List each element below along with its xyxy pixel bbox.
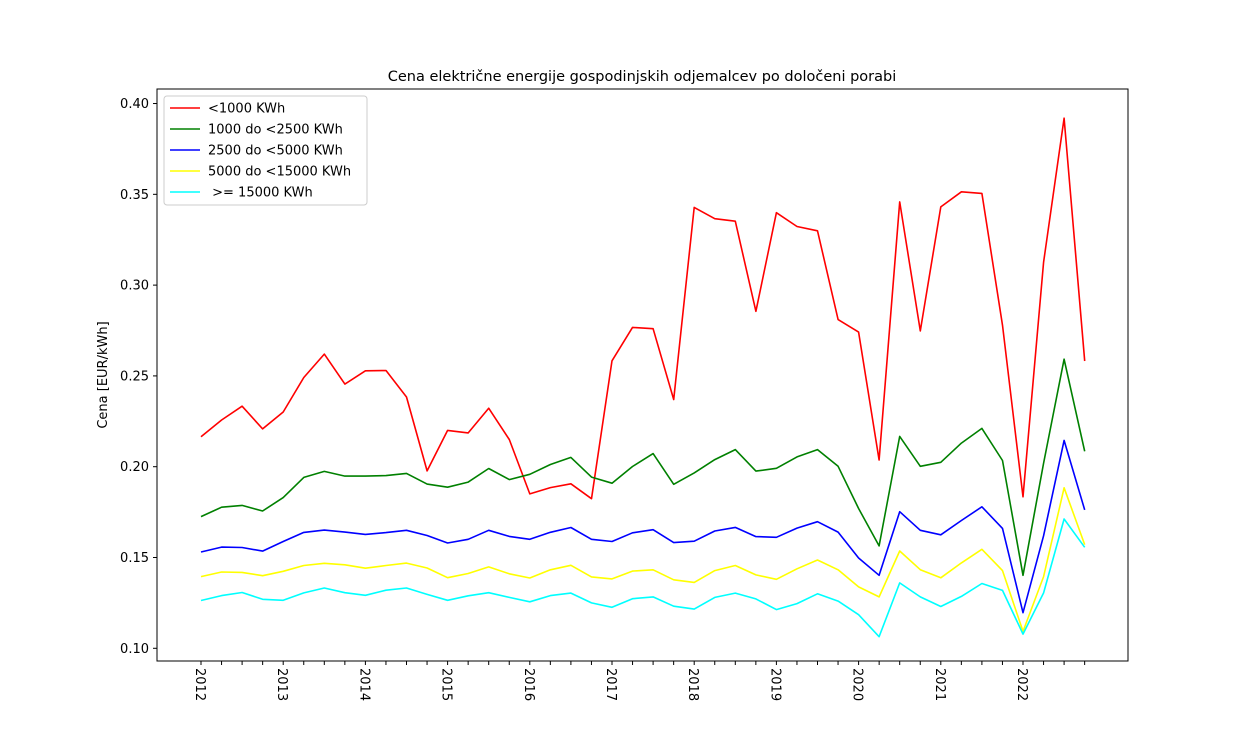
- x-tick-label: 2021: [932, 668, 947, 701]
- legend-label: <1000 KWh: [208, 102, 285, 117]
- legend: <1000 KWh 1000 do <2500 KWh 2500 do <5000 …: [163, 95, 368, 206]
- legend-box: [163, 95, 368, 206]
- legend-label: 2500 do <5000 KWh: [208, 144, 343, 159]
- y-tick-label: 0.40: [120, 97, 149, 112]
- y-tick-label: 0.15: [120, 551, 149, 566]
- y-axis-label: Cena [EUR/kWh]: [96, 321, 111, 428]
- series-line-2: [200, 439, 1086, 614]
- y-tick-label: 0.20: [120, 460, 149, 475]
- x-tick-label: 2012: [192, 668, 207, 701]
- x-tick-label: 2015: [439, 668, 454, 701]
- x-tick-label: 2020: [850, 668, 865, 701]
- legend-label: 1000 do <2500 KWh: [208, 123, 343, 138]
- x-tick-label: 2017: [603, 668, 618, 701]
- y-tick-label: 0.35: [120, 188, 149, 203]
- legend-label: 5000 do <15000 KWh: [208, 165, 351, 180]
- x-tick-label: 2022: [1014, 668, 1029, 701]
- axes-frame: [156, 88, 1129, 662]
- y-tick-label: 0.10: [120, 642, 149, 657]
- x-tick-label: 2013: [274, 668, 289, 701]
- series-line-3: [200, 486, 1086, 633]
- x-tick-label: 2019: [767, 668, 782, 701]
- series-line-1: [200, 358, 1086, 577]
- series-line-0: [200, 117, 1086, 500]
- series-line-4: [200, 518, 1086, 638]
- chart-title: Cena električne energije gospodinjskih o…: [388, 69, 897, 85]
- y-tick-label: 0.30: [120, 279, 149, 294]
- legend-label: >= 15000 KWh: [208, 186, 313, 201]
- x-tick-label: 2016: [521, 668, 536, 701]
- x-tick-label: 2014: [356, 668, 371, 701]
- x-tick-label: 2018: [685, 668, 700, 701]
- plot-area: 0.10 0.15 0.20 0.25 0.30 0.35 0.40 2012 2013 2014…: [120, 88, 1129, 701]
- y-tick-label: 0.25: [120, 369, 149, 384]
